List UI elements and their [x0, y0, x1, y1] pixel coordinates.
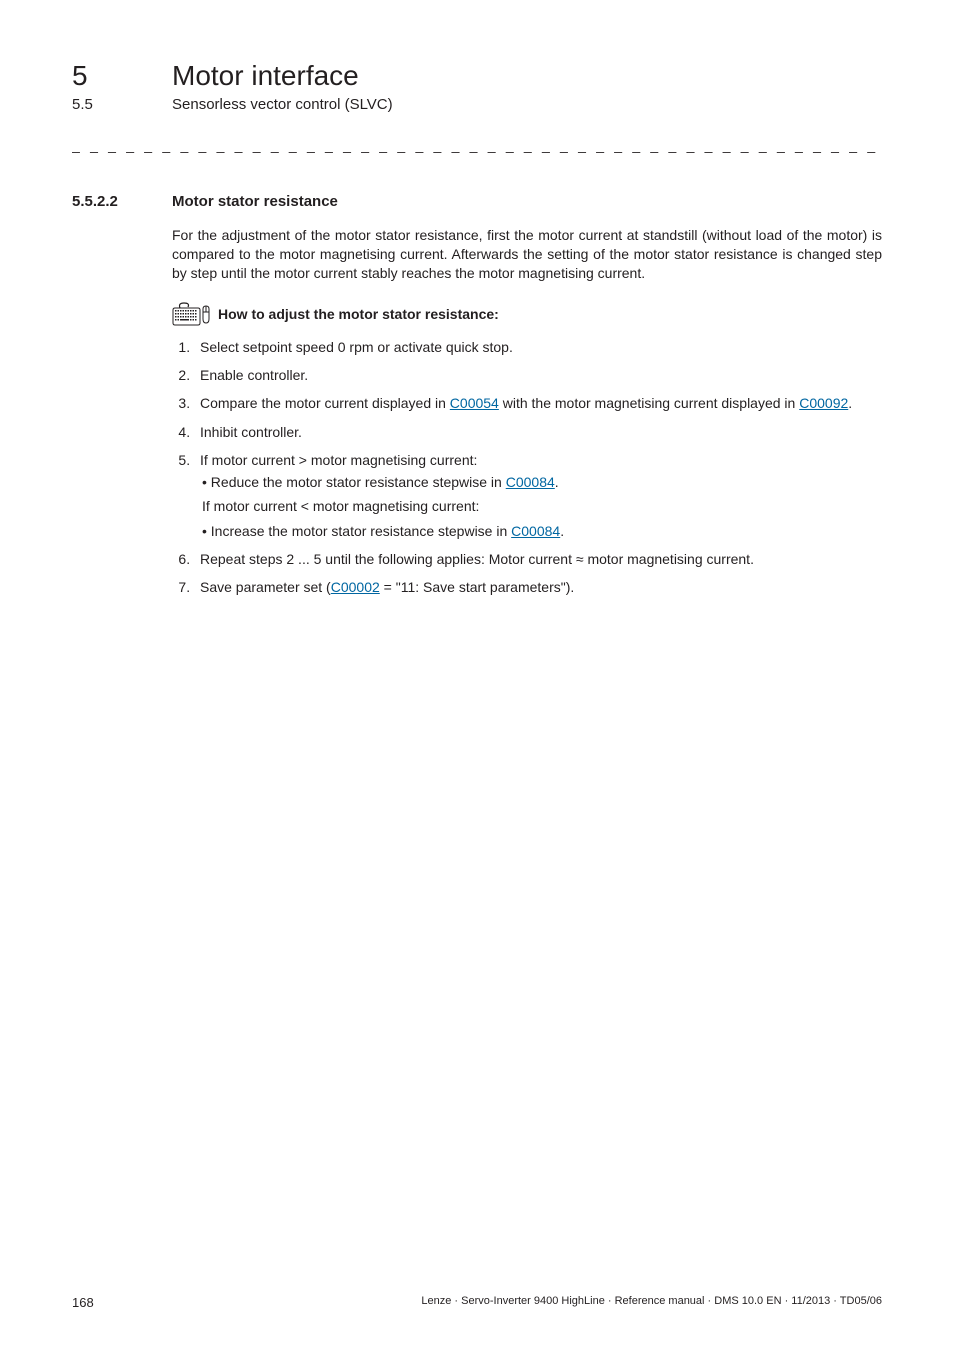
chapter-number: 5: [72, 60, 172, 92]
step-5: If motor current > motor magnetising cur…: [194, 450, 882, 541]
step-7: Save parameter set (C00002 = "11: Save s…: [194, 577, 882, 597]
page-footer: 168 Lenze · Servo-Inverter 9400 HighLine…: [72, 1295, 882, 1310]
separator: _ _ _ _ _ _ _ _ _ _ _ _ _ _ _ _ _ _ _ _ …: [72, 137, 882, 153]
step-2: Enable controller.: [194, 365, 882, 385]
sub-bullet: • Increase the motor stator resistance s…: [202, 521, 882, 541]
footer-info: Lenze · Servo-Inverter 9400 HighLine · R…: [421, 1295, 882, 1310]
step-4: Inhibit controller.: [194, 422, 882, 442]
page-number: 168: [72, 1295, 94, 1310]
section-number: 5.5.2.2: [72, 193, 172, 210]
section-title: Motor stator resistance: [172, 193, 338, 210]
bullet-text: • Increase the motor stator resistance s…: [202, 523, 511, 539]
step-text: = "11: Save start parameters").: [380, 579, 574, 595]
intro-paragraph: For the adjustment of the motor stator r…: [172, 226, 882, 283]
bullet-text: • Reduce the motor stator resistance ste…: [202, 474, 506, 490]
step-text: If motor current < motor magnetising cur…: [202, 496, 882, 516]
procedure-icon: [172, 301, 218, 327]
step-6: Repeat steps 2 ... 5 until the following…: [194, 549, 882, 569]
bullet-text: .: [560, 523, 564, 539]
step-text: Compare the motor current displayed in: [200, 395, 450, 411]
step-3: Compare the motor current displayed in C…: [194, 393, 882, 413]
section-header: 5.5.2.2 Motor stator resistance: [72, 193, 882, 210]
step-text: .: [848, 395, 852, 411]
chapter-title: Motor interface: [172, 60, 359, 92]
code-link[interactable]: C00084: [506, 474, 555, 490]
step-text: Save parameter set (: [200, 579, 331, 595]
code-link[interactable]: C00002: [331, 579, 380, 595]
subchapter-header: 5.5 Sensorless vector control (SLVC): [72, 96, 882, 113]
code-link[interactable]: C00054: [450, 395, 499, 411]
step-text: If motor current > motor magnetising cur…: [200, 452, 477, 468]
subchapter-title: Sensorless vector control (SLVC): [172, 96, 393, 113]
page: 5 Motor interface 5.5 Sensorless vector …: [0, 0, 954, 1350]
step-text: with the motor magnetising current displ…: [499, 395, 799, 411]
chapter-header: 5 Motor interface: [72, 60, 882, 92]
step-text: Select setpoint speed 0 rpm or activate …: [200, 339, 513, 355]
step-text: Enable controller.: [200, 367, 308, 383]
howto-label: How to adjust the motor stator resistanc…: [218, 306, 499, 322]
section-body: For the adjustment of the motor stator r…: [172, 226, 882, 598]
step-list: Select setpoint speed 0 rpm or activate …: [194, 337, 882, 598]
step-1: Select setpoint speed 0 rpm or activate …: [194, 337, 882, 357]
howto-row: How to adjust the motor stator resistanc…: [172, 301, 882, 327]
code-link[interactable]: C00084: [511, 523, 560, 539]
code-link[interactable]: C00092: [799, 395, 848, 411]
sub-bullet: • Reduce the motor stator resistance ste…: [202, 472, 882, 492]
step-text: Repeat steps 2 ... 5 until the following…: [200, 551, 754, 567]
step-text: Inhibit controller.: [200, 424, 302, 440]
subchapter-number: 5.5: [72, 96, 172, 113]
bullet-text: .: [555, 474, 559, 490]
